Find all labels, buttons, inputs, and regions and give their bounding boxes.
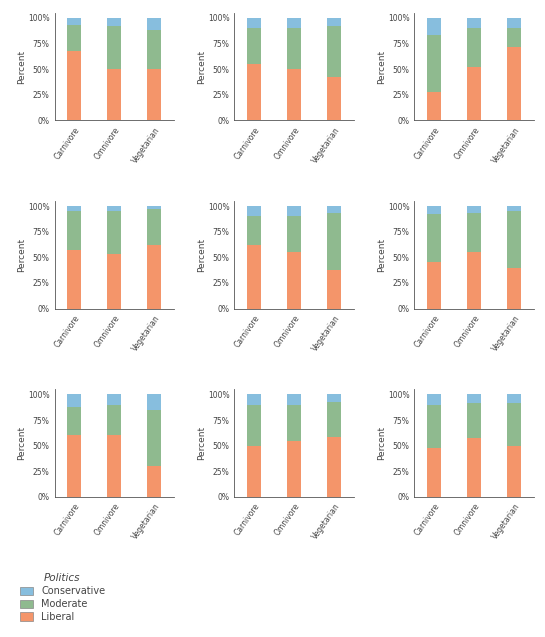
Bar xyxy=(68,211,82,250)
Bar xyxy=(287,404,301,441)
Bar xyxy=(147,30,161,69)
Bar xyxy=(68,435,82,497)
Bar xyxy=(68,51,82,120)
Bar xyxy=(327,394,341,401)
Y-axis label: Percent: Percent xyxy=(377,238,386,272)
Y-axis label: Percent: Percent xyxy=(17,426,27,460)
Bar xyxy=(327,77,341,120)
Bar xyxy=(68,206,82,211)
Bar xyxy=(247,245,262,308)
Bar xyxy=(507,268,521,308)
Bar xyxy=(287,441,301,497)
Bar xyxy=(327,401,341,438)
Bar xyxy=(427,18,441,35)
Bar xyxy=(68,25,82,51)
Bar xyxy=(287,18,301,28)
Bar xyxy=(287,69,301,120)
Bar xyxy=(327,438,341,497)
Bar xyxy=(107,69,122,120)
Bar xyxy=(147,69,161,120)
Bar xyxy=(427,404,441,448)
Bar xyxy=(467,28,481,67)
Bar xyxy=(507,394,521,403)
Y-axis label: Percent: Percent xyxy=(197,50,207,83)
Bar xyxy=(327,18,341,26)
Legend: Conservative, Moderate, Liberal: Conservative, Moderate, Liberal xyxy=(16,569,109,626)
Bar xyxy=(427,206,441,214)
Bar xyxy=(467,252,481,308)
Bar xyxy=(247,394,262,404)
Bar xyxy=(327,213,341,269)
Bar xyxy=(507,206,521,211)
Bar xyxy=(247,28,262,64)
Bar xyxy=(507,47,521,120)
Bar xyxy=(247,404,262,446)
Bar xyxy=(287,28,301,69)
Bar xyxy=(287,206,301,217)
Bar xyxy=(247,18,262,28)
Y-axis label: Percent: Percent xyxy=(197,426,207,460)
Bar xyxy=(147,394,161,410)
Bar xyxy=(467,206,481,213)
Bar xyxy=(107,211,122,254)
Bar xyxy=(107,435,122,497)
Bar xyxy=(107,26,122,69)
Bar xyxy=(247,64,262,120)
Bar xyxy=(147,206,161,209)
Bar xyxy=(107,394,122,404)
Bar xyxy=(68,406,82,435)
Y-axis label: Percent: Percent xyxy=(17,238,27,272)
Bar xyxy=(107,206,122,211)
Bar xyxy=(327,206,341,213)
Bar xyxy=(507,28,521,47)
Bar xyxy=(507,18,521,28)
Bar xyxy=(467,394,481,403)
Bar xyxy=(107,404,122,435)
Bar xyxy=(107,254,122,308)
Bar xyxy=(427,35,441,92)
Y-axis label: Percent: Percent xyxy=(17,50,27,83)
Bar xyxy=(287,394,301,404)
Bar xyxy=(147,410,161,466)
Y-axis label: Percent: Percent xyxy=(377,50,386,83)
Bar xyxy=(247,217,262,245)
Bar xyxy=(147,245,161,308)
Bar xyxy=(327,269,341,308)
Bar xyxy=(68,18,82,25)
Bar xyxy=(467,403,481,438)
Bar xyxy=(287,217,301,252)
Bar xyxy=(107,18,122,26)
Bar xyxy=(507,446,521,497)
Bar xyxy=(427,394,441,404)
Bar xyxy=(247,206,262,217)
Bar xyxy=(427,262,441,308)
Bar xyxy=(467,67,481,120)
Bar xyxy=(247,446,262,497)
Bar xyxy=(147,18,161,30)
Y-axis label: Percent: Percent xyxy=(377,426,386,460)
Bar xyxy=(68,250,82,308)
Bar xyxy=(147,209,161,245)
Bar xyxy=(287,252,301,308)
Bar xyxy=(507,211,521,268)
Bar xyxy=(427,448,441,497)
Bar xyxy=(467,18,481,28)
Bar xyxy=(467,438,481,497)
Bar xyxy=(427,214,441,262)
Bar xyxy=(68,394,82,406)
Bar xyxy=(427,92,441,120)
Y-axis label: Percent: Percent xyxy=(197,238,207,272)
Bar xyxy=(507,403,521,446)
Bar xyxy=(467,213,481,252)
Bar xyxy=(147,466,161,497)
Bar xyxy=(327,26,341,77)
